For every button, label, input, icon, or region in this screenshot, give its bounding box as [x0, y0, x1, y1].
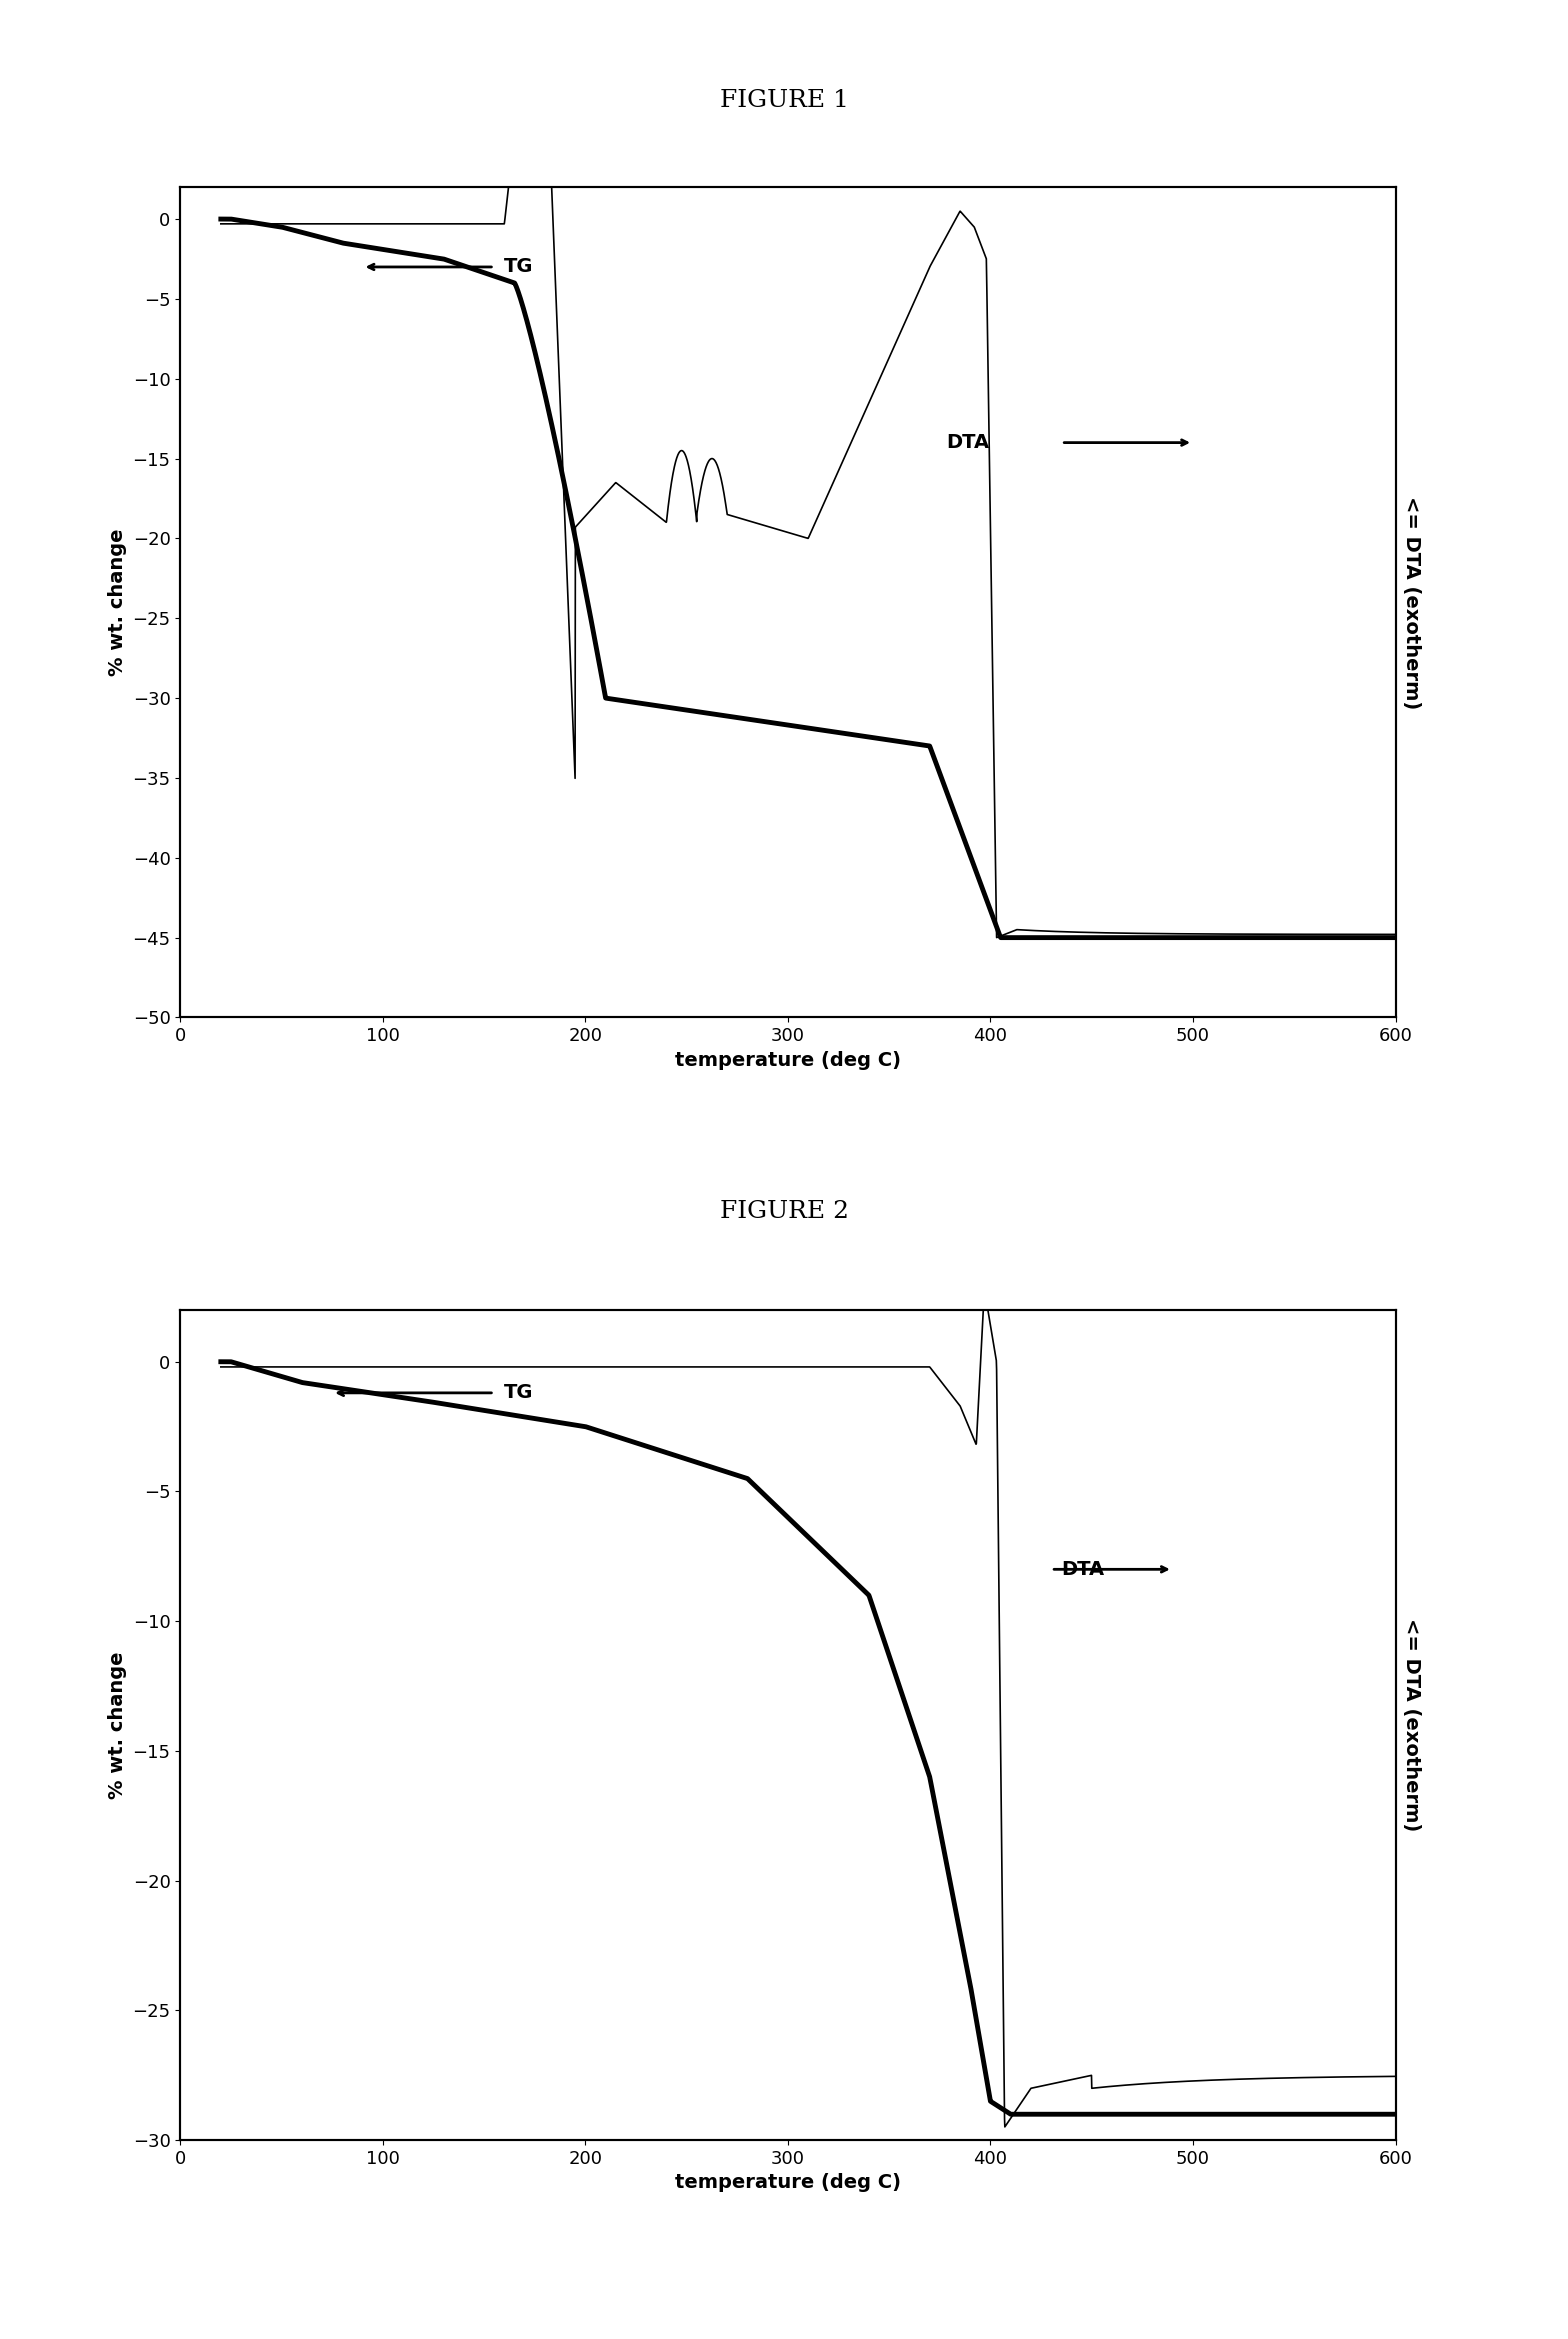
Text: FIGURE 2: FIGURE 2	[720, 1200, 848, 1223]
X-axis label: temperature (deg C): temperature (deg C)	[674, 2173, 902, 2192]
Text: DTA: DTA	[1062, 1560, 1104, 1579]
Text: TG: TG	[505, 257, 533, 276]
Y-axis label: % wt. change: % wt. change	[108, 529, 127, 676]
Text: FIGURE 1: FIGURE 1	[720, 89, 848, 112]
Text: DTA: DTA	[946, 433, 989, 451]
Y-axis label: % wt. change: % wt. change	[108, 1651, 127, 1799]
Text: TG: TG	[505, 1382, 533, 1403]
Y-axis label: <= DTA (exotherm): <= DTA (exotherm)	[1402, 496, 1421, 709]
X-axis label: temperature (deg C): temperature (deg C)	[674, 1050, 902, 1069]
Y-axis label: <= DTA (exotherm): <= DTA (exotherm)	[1402, 1619, 1421, 1831]
